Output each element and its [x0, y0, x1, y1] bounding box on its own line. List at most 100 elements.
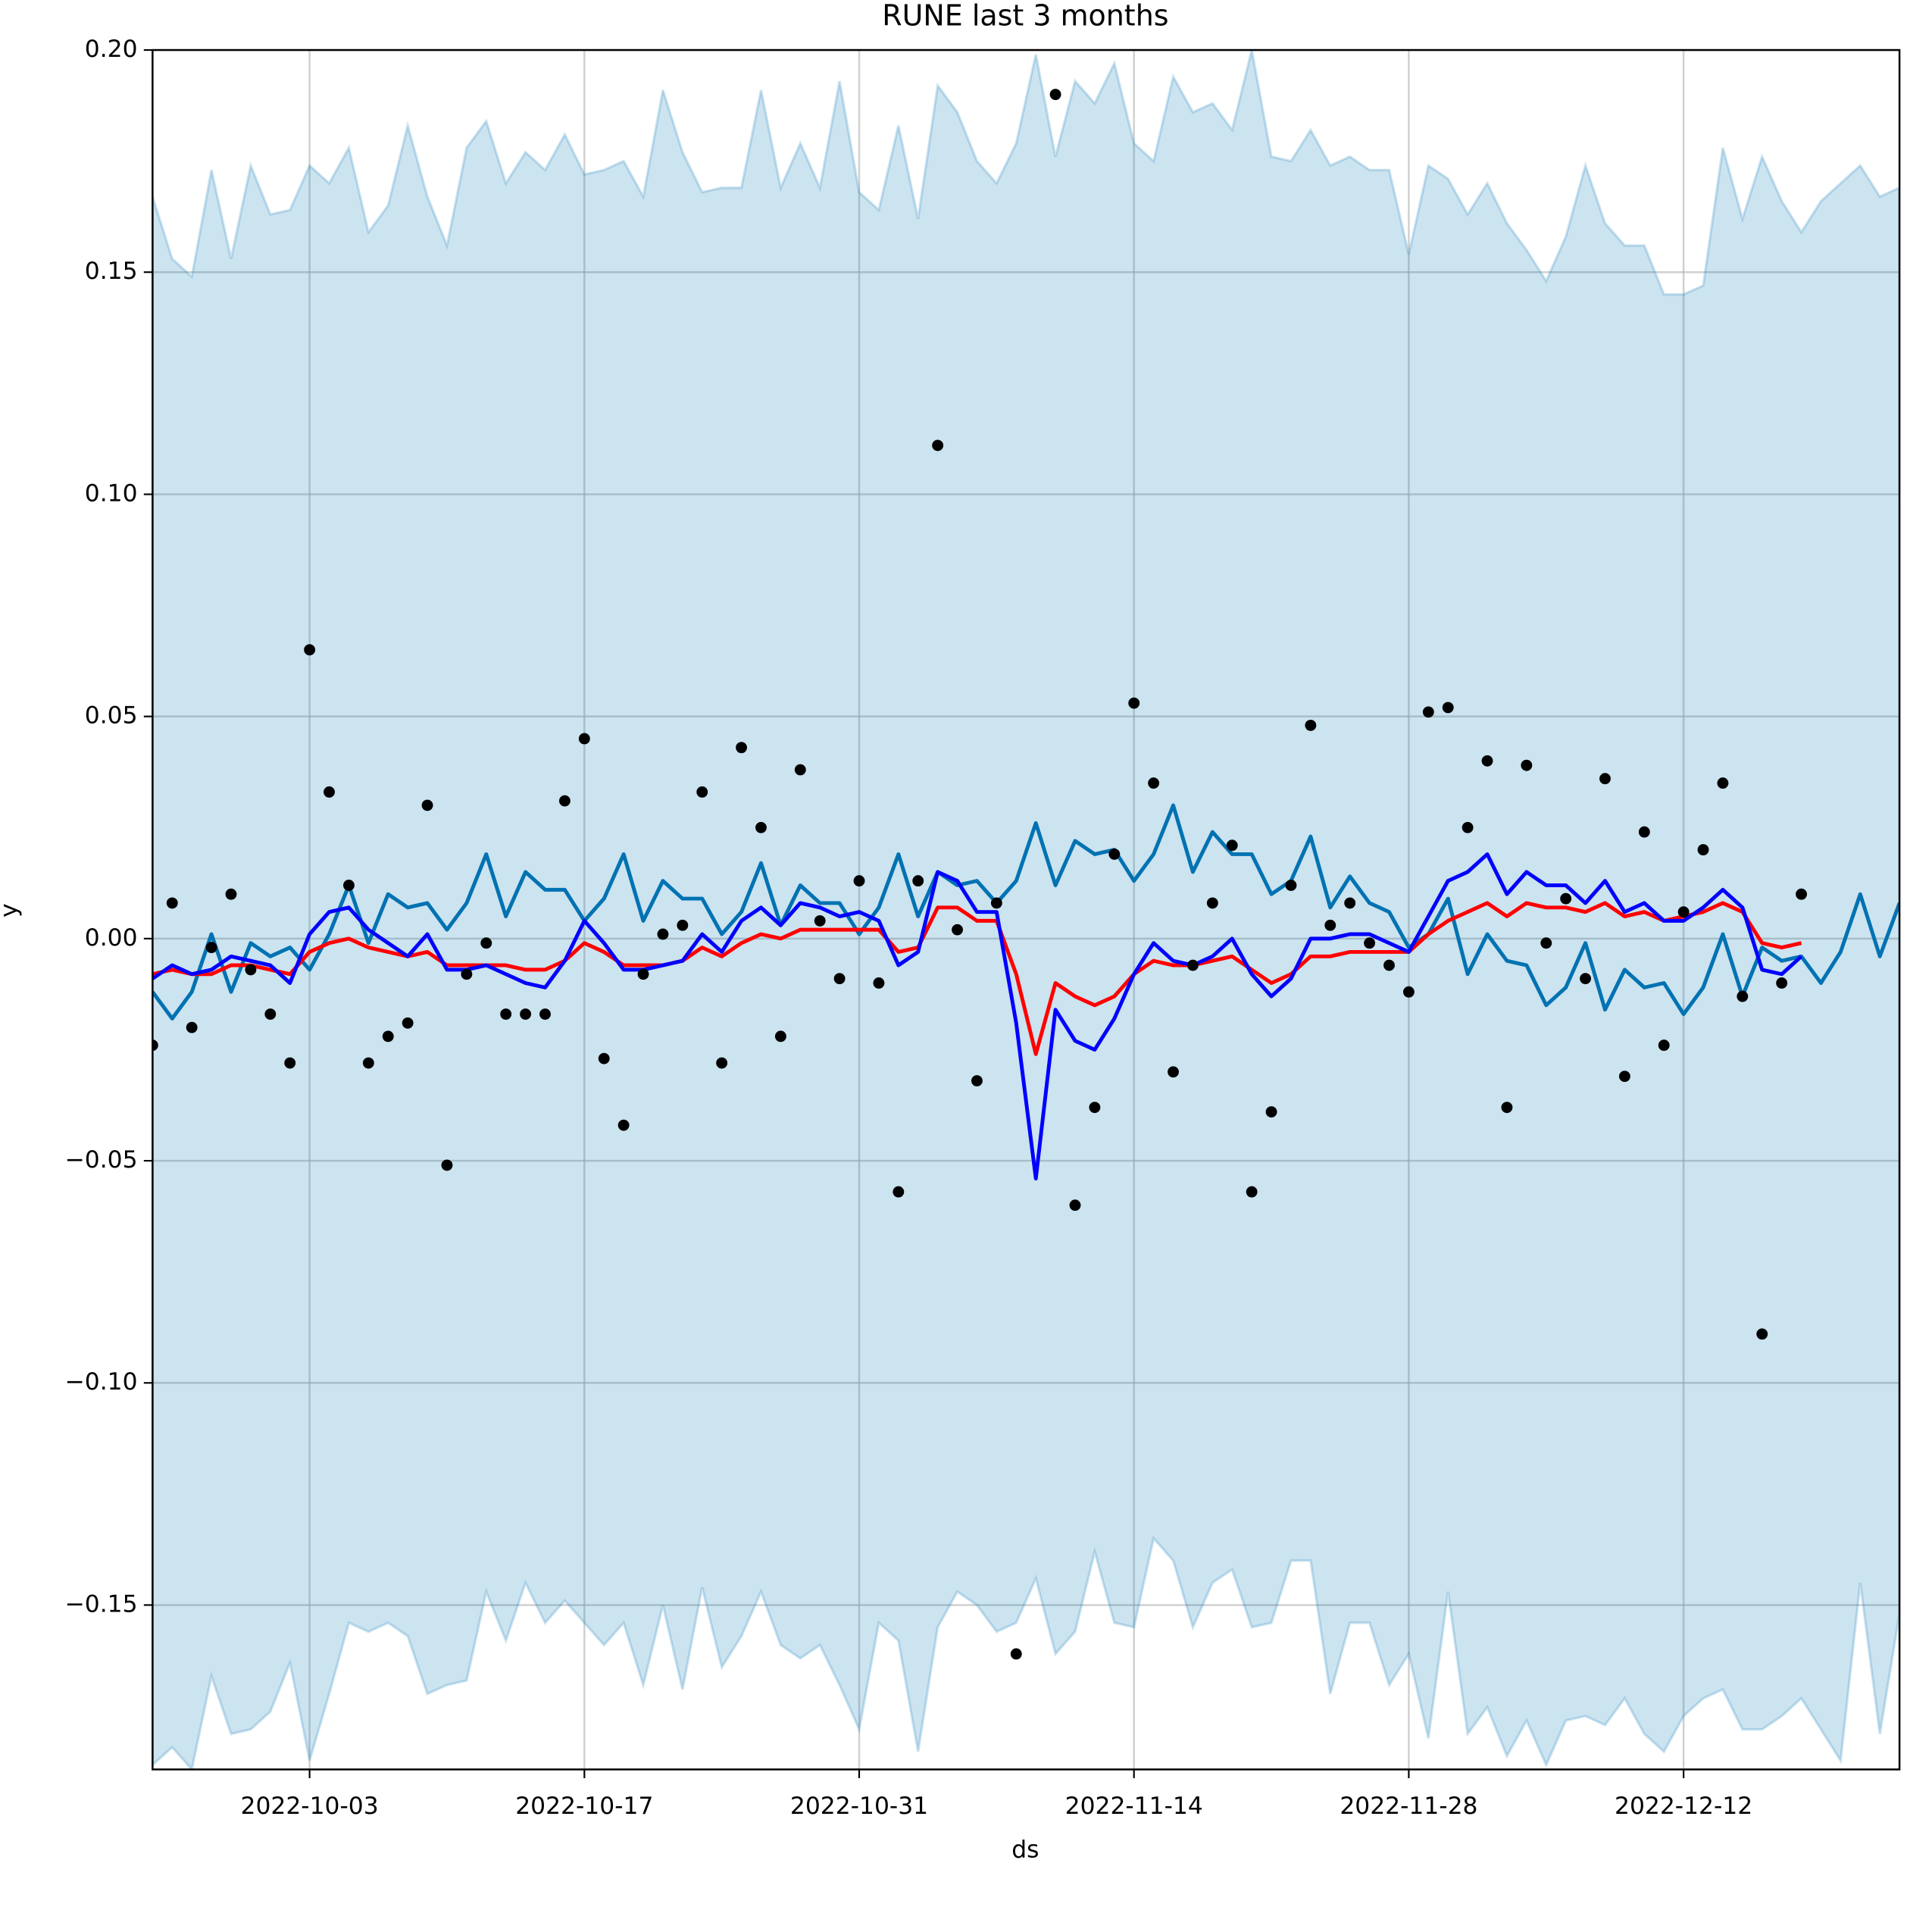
point	[696, 786, 708, 798]
point	[736, 742, 747, 754]
point	[1560, 893, 1572, 905]
y-axis-label: y	[0, 903, 23, 918]
point	[1364, 937, 1376, 949]
point	[421, 799, 433, 811]
point	[1383, 959, 1395, 971]
line	[152, 901, 1802, 1056]
point	[598, 1052, 610, 1064]
point	[1796, 888, 1807, 900]
point	[1638, 826, 1650, 838]
point	[1069, 1199, 1081, 1211]
point	[1168, 1066, 1179, 1078]
point	[1305, 719, 1317, 731]
point	[794, 764, 806, 776]
point	[362, 1057, 374, 1069]
point	[657, 928, 669, 940]
point	[205, 942, 217, 954]
point	[637, 968, 649, 980]
point	[1422, 706, 1434, 718]
point	[1010, 1648, 1022, 1660]
point	[1206, 897, 1218, 909]
point	[893, 1186, 905, 1198]
point	[1677, 906, 1690, 918]
point	[1580, 973, 1592, 985]
point	[990, 897, 1002, 909]
point	[1618, 1071, 1630, 1083]
point	[932, 439, 944, 452]
uncertainty-band	[152, 50, 1900, 1770]
line	[152, 852, 1803, 1180]
point	[343, 880, 355, 891]
point	[971, 1075, 983, 1086]
point	[1717, 777, 1729, 789]
point	[814, 914, 826, 927]
point	[166, 897, 178, 909]
y-tick-label: 0.00	[85, 924, 138, 952]
point	[1658, 1039, 1670, 1052]
point	[1776, 977, 1788, 989]
y-tick-label: 0.15	[85, 258, 138, 285]
point	[461, 968, 473, 980]
point	[952, 924, 963, 936]
point	[1089, 1102, 1101, 1114]
plot-frame	[152, 48, 1901, 1771]
point	[617, 1119, 630, 1131]
point	[1246, 1186, 1258, 1198]
x-tick-label: 2022-11-14	[1065, 1793, 1203, 1820]
y-tick-label: −0.15	[64, 1590, 137, 1618]
x-tick-label: 2022-12-12	[1615, 1793, 1752, 1820]
point	[1697, 844, 1709, 855]
point	[539, 1008, 551, 1020]
plot-area	[152, 50, 1900, 1770]
point	[1402, 986, 1415, 998]
point	[382, 1030, 394, 1043]
chart-title: RUNE last 3 months	[882, 0, 1168, 33]
point	[716, 1057, 728, 1069]
point	[1344, 897, 1356, 909]
point	[1108, 848, 1121, 860]
point	[480, 937, 492, 949]
x-tick-label: 2022-11-28	[1340, 1793, 1477, 1820]
point	[284, 1057, 296, 1069]
y-tick-label: 0.20	[85, 36, 138, 63]
point	[1442, 702, 1454, 714]
point	[1737, 990, 1749, 1002]
x-tick-label: 2022-10-03	[241, 1793, 379, 1820]
point	[304, 644, 316, 656]
y-tick-label: −0.10	[64, 1368, 137, 1396]
line	[152, 803, 1900, 1021]
point	[1148, 777, 1160, 789]
point	[152, 1039, 158, 1052]
point	[1128, 697, 1140, 709]
point	[324, 786, 335, 798]
point	[402, 1017, 414, 1029]
point	[1285, 880, 1297, 891]
point	[1756, 1328, 1768, 1340]
point	[1324, 919, 1336, 931]
point	[1481, 755, 1493, 767]
point	[873, 977, 885, 989]
point	[833, 973, 846, 985]
point	[755, 821, 767, 833]
point	[186, 1021, 198, 1033]
point	[1521, 759, 1533, 771]
point	[1226, 839, 1238, 852]
point	[1599, 773, 1611, 785]
point	[677, 919, 689, 931]
point	[558, 795, 571, 807]
point	[853, 875, 865, 887]
point	[225, 888, 237, 900]
point	[500, 1008, 512, 1020]
x-tick-label: 2022-10-17	[515, 1793, 653, 1820]
point	[1187, 959, 1199, 971]
point	[1462, 821, 1474, 833]
y-tick-label: 0.10	[85, 480, 138, 507]
y-tick-label: −0.05	[64, 1146, 137, 1174]
point	[578, 733, 590, 745]
x-tick-label: 2022-10-31	[790, 1793, 928, 1820]
point	[1265, 1106, 1277, 1118]
x-axis-label: ds	[1011, 1837, 1039, 1864]
point	[912, 875, 924, 887]
